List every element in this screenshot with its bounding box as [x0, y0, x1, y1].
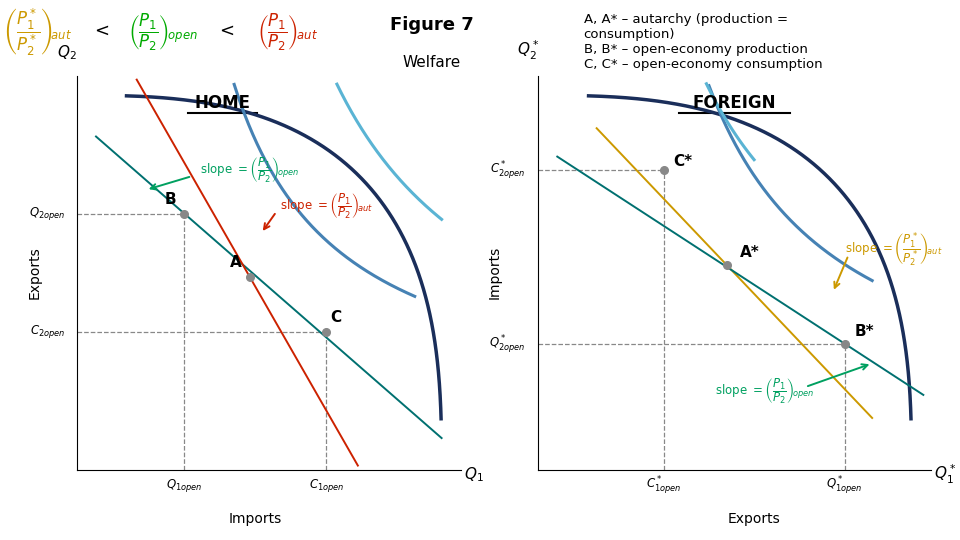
Text: slope $= \left(\dfrac{P_1}{P_2}\right)_{\!open}$: slope $= \left(\dfrac{P_1}{P_2}\right)_{…: [714, 376, 814, 406]
Text: slope $= \left(\dfrac{P_1}{P_2}\right)_{\!aut}$: slope $= \left(\dfrac{P_1}{P_2}\right)_{…: [280, 191, 373, 221]
Text: $Q_2^*$: $Q_2^*$: [516, 38, 539, 62]
Text: Imports: Imports: [228, 512, 282, 526]
Text: Exports: Exports: [728, 512, 780, 526]
Text: $\left(\dfrac{P_1}{P_2}\right)_{\!aut}$: $\left(\dfrac{P_1}{P_2}\right)_{\!aut}$: [257, 12, 319, 53]
Text: slope $= \left(\dfrac{P_1}{P_2}\right)_{\!open}$: slope $= \left(\dfrac{P_1}{P_2}\right)_{…: [200, 156, 300, 185]
Text: A*: A*: [740, 245, 760, 260]
Text: $Q_2$: $Q_2$: [58, 43, 77, 62]
Text: $C_{2open}$: $C_{2open}$: [30, 323, 65, 340]
Text: slope $= \left(\dfrac{P_1^*}{P_2^*}\right)_{\!aut}$: slope $= \left(\dfrac{P_1^*}{P_2^*}\righ…: [845, 230, 942, 268]
Text: Exports: Exports: [28, 246, 41, 299]
Text: $C_{1open}^*$: $C_{1open}^*$: [646, 474, 682, 496]
Text: A: A: [230, 255, 242, 270]
Text: $\left(\dfrac{P_1}{P_2}\right)_{\!open}$: $\left(\dfrac{P_1}{P_2}\right)_{\!open}$: [128, 12, 199, 53]
Text: FOREIGN: FOREIGN: [693, 94, 776, 112]
Text: C*: C*: [673, 154, 692, 169]
Text: A, A* – autarchy (production =
consumption)
B, B* – open-economy production
C, C: A, A* – autarchy (production = consumpti…: [584, 13, 823, 71]
Text: Imports: Imports: [488, 246, 501, 299]
Text: $Q_{2open}^*$: $Q_{2open}^*$: [490, 333, 526, 355]
Text: $Q_{1open}$: $Q_{1open}$: [166, 477, 203, 494]
Text: $\left(\dfrac{P_1^*}{P_2^*}\right)_{\!aut}$: $\left(\dfrac{P_1^*}{P_2^*}\right)_{\!au…: [5, 6, 72, 58]
Text: $<$: $<$: [216, 22, 235, 40]
Text: Figure 7: Figure 7: [390, 16, 474, 34]
Text: $Q_1$: $Q_1$: [465, 465, 484, 484]
Text: C: C: [330, 310, 342, 325]
Text: $Q_1^*$: $Q_1^*$: [934, 463, 956, 486]
Text: $<$: $<$: [91, 22, 110, 40]
Text: B*: B*: [854, 324, 874, 339]
Text: $C_{2open}^*$: $C_{2open}^*$: [491, 159, 526, 181]
Text: B: B: [165, 192, 177, 207]
Text: $Q_{2open}$: $Q_{2open}$: [29, 205, 65, 222]
Text: $Q_{1open}^*$: $Q_{1open}^*$: [827, 474, 863, 496]
Text: Welfare: Welfare: [403, 56, 461, 70]
Text: HOME: HOME: [195, 94, 251, 112]
Text: $C_{1open}$: $C_{1open}$: [309, 477, 344, 494]
